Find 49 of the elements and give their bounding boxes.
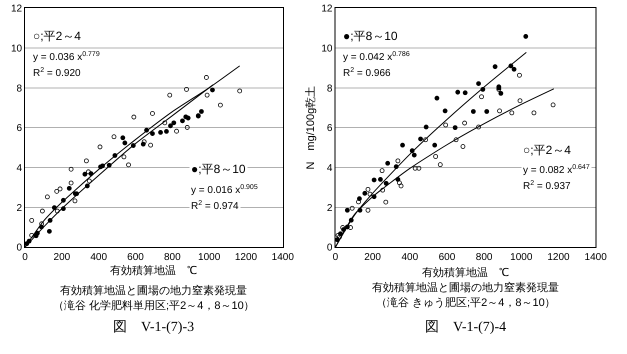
x-tick-label: 400 [90, 252, 108, 264]
annotation: R$^{2}$ = 0.974 [191, 200, 239, 212]
x-tick-label: 1200 [547, 252, 570, 264]
x-axis-title: 有効積算地温 ℃ [422, 266, 509, 279]
text: 有効積算地温と圃場の地力窒素発現量 [372, 281, 559, 294]
text: （滝谷 化学肥料単用区;平2～4，8～10） [53, 299, 255, 312]
y-tick-label: 10 [321, 43, 333, 54]
x-tick-label: 200 [54, 252, 71, 264]
x-tick-label: 1200 [234, 252, 258, 264]
x-tick-label: 200 [364, 252, 382, 264]
y-tick-label: 6 [16, 123, 23, 134]
annotation: ○;平2～4 [523, 143, 572, 157]
annotation: y = 0.042 x$^{0.786}$ [343, 51, 410, 64]
annotation: y = 0.036 x$^{0.779}$ [33, 51, 100, 64]
x-tick-label: 1000 [198, 252, 221, 264]
y-tick-label: 12 [321, 4, 333, 15]
text: 有効積算地温と圃場の地力窒素発現量 [60, 284, 247, 297]
y-tick-label: 4 [326, 162, 333, 174]
annotation: R$^{2}$ = 0.966 [343, 67, 391, 80]
y-tick-label: 2 [16, 202, 23, 214]
annotation: ●;平8～10 [191, 162, 246, 176]
y-tick-label: 0 [16, 242, 23, 254]
x-tick-label: 400 [401, 252, 419, 264]
annotation: y = 0.016 x$^{0.905}$ [191, 184, 258, 196]
y-tick-label: 4 [16, 162, 23, 174]
text: （滝谷 きゅう肥区;平2～4，8～10） [376, 296, 556, 309]
x-axis-title: 有効積算地温 ℃ [110, 264, 197, 277]
annotation: R$^{2}$ = 0.937 [523, 180, 571, 192]
x-tick-label: 1400 [272, 252, 294, 264]
y-tick-label: 2 [326, 202, 333, 214]
y-tick-label: 12 [10, 4, 23, 15]
x-tick-label: 1000 [510, 252, 533, 264]
y-axis-title: N mg/100g乾土 [304, 86, 317, 170]
x-tick-label: 800 [476, 252, 493, 264]
x-tick-label: 600 [438, 252, 456, 264]
y-tick-label: 0 [326, 242, 333, 254]
annotation: ○;平2～4 [33, 29, 82, 43]
y-tick-label: 6 [326, 123, 333, 134]
text: 図 V-1-(7)-3 [113, 320, 194, 335]
annotation: ●;平8～10 [343, 29, 398, 43]
annotation: R$^{2}$ = 0.920 [33, 67, 81, 80]
x-tick-label: 800 [164, 252, 182, 264]
y-tick-label: 8 [326, 83, 333, 94]
annotation: y = 0.082 x$^{0.647}$ [523, 164, 590, 176]
y-tick-label: 8 [16, 83, 23, 94]
x-tick-label: 600 [127, 252, 144, 264]
text: 図 V-1-(7)-4 [425, 320, 506, 335]
y-tick-label: 10 [10, 43, 23, 54]
x-tick-label: 1400 [584, 252, 608, 264]
